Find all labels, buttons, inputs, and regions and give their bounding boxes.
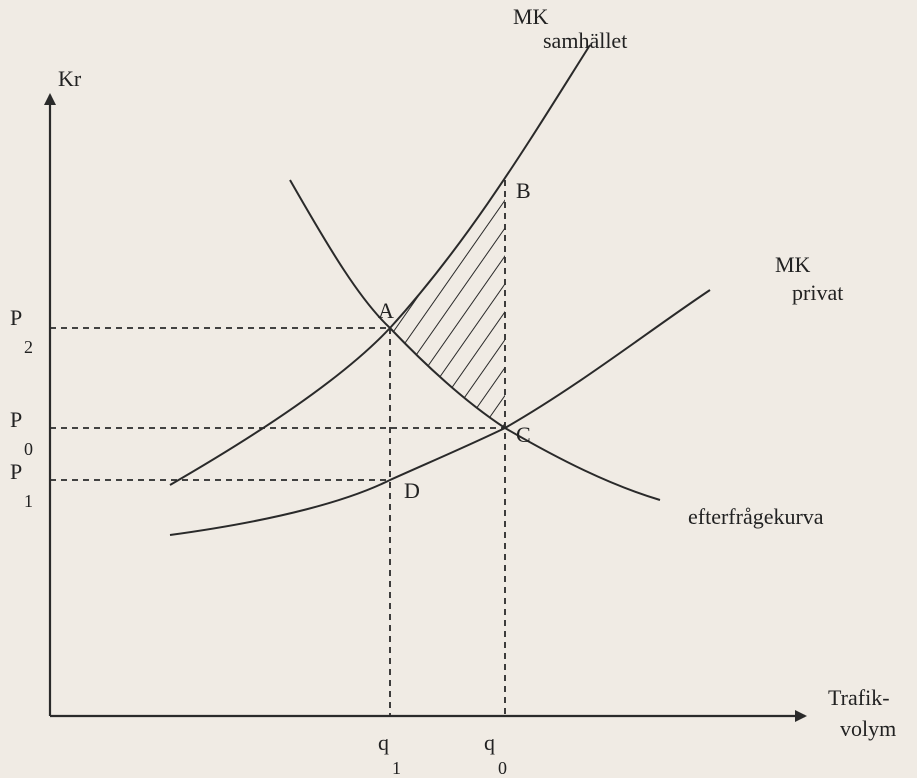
quantity-label: q xyxy=(378,730,389,755)
price-label: P xyxy=(10,459,22,484)
curve-label: MK xyxy=(513,4,549,29)
point-label: D xyxy=(404,478,420,503)
x-axis-label: volym xyxy=(840,716,896,741)
quantity-label: q xyxy=(484,730,495,755)
price-label: P xyxy=(10,305,22,330)
curve-label: privat xyxy=(792,280,843,305)
price-subscript: 2 xyxy=(24,337,33,357)
curve-label: samhället xyxy=(543,28,627,53)
price-label: P xyxy=(10,407,22,432)
mk-social-curve xyxy=(169,44,591,486)
quantity-subscript: 1 xyxy=(392,758,401,778)
curve-label: MK xyxy=(775,252,811,277)
demand-curve xyxy=(289,179,661,501)
price-subscript: 1 xyxy=(24,491,33,511)
curve-label: efterfrågekurva xyxy=(688,504,824,529)
point-label: A xyxy=(378,298,394,323)
quantity-subscript: 0 xyxy=(498,758,507,778)
point-label: C xyxy=(516,422,531,447)
price-subscript: 0 xyxy=(24,439,33,459)
mk-private-curve xyxy=(169,289,711,536)
hatched-area xyxy=(390,185,505,428)
x-axis-label: Trafik- xyxy=(828,685,890,710)
point-label: B xyxy=(516,178,531,203)
y-axis-label: Kr xyxy=(58,66,82,91)
